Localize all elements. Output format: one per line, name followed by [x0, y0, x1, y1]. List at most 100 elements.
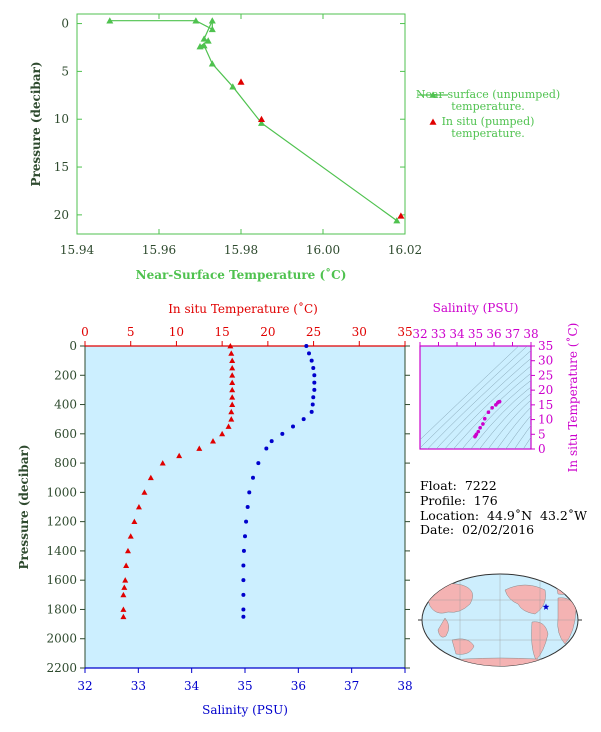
- south-america-shape: [531, 621, 549, 661]
- density-contour: [453, 372, 531, 449]
- salinity-point: [241, 592, 246, 597]
- unpumped-point: [229, 83, 237, 90]
- plot-background: [84, 345, 406, 669]
- ts-right-tick-label: 10: [538, 413, 553, 427]
- ts-top-tick-label: 37: [505, 327, 520, 341]
- legend-marker-pumped: [429, 118, 437, 125]
- y-tick-label: 1000: [46, 485, 77, 499]
- north-america-shape: [504, 584, 546, 615]
- salinity-point: [247, 490, 252, 495]
- salinity-point: [312, 387, 317, 392]
- y-tick-label: 1800: [46, 602, 77, 616]
- profile-chart: 0200400600800100012001400160018002000220…: [17, 301, 413, 717]
- salinity-point: [309, 409, 314, 414]
- series-unpumped-line: [109, 20, 398, 222]
- temperature-point: [225, 423, 232, 429]
- salinity-point: [309, 358, 314, 363]
- salinity-point: [241, 563, 246, 568]
- temperature-point: [229, 372, 236, 378]
- x-tick-label: 15.94: [60, 243, 95, 257]
- density-contour: [444, 365, 531, 449]
- temperature-point: [123, 562, 130, 568]
- legend-label-pumped: In situ (pumped): [442, 115, 535, 128]
- europe-shape: [555, 581, 578, 595]
- temperature-point: [227, 343, 234, 349]
- temperature-point: [124, 547, 131, 554]
- top-axis-label: In situ Temperature (˚C): [168, 301, 318, 316]
- top-tick-label: 20: [260, 325, 275, 339]
- y-tick-label: 10: [54, 112, 69, 126]
- ts-top-tick-label: 33: [431, 327, 446, 341]
- temperature-point: [159, 460, 166, 466]
- x-tick-label: 15.96: [142, 243, 176, 257]
- ts-right-tick-label: 20: [538, 383, 553, 397]
- density-contour: [496, 406, 531, 449]
- legend-label-unpumped: Near-surface (unpumped): [416, 88, 560, 101]
- temperature-point: [228, 350, 235, 356]
- top-tick-label: 5: [127, 325, 135, 339]
- profile-number: Profile: 176: [420, 493, 498, 508]
- temperature-point: [121, 584, 128, 590]
- unpumped-point: [393, 217, 401, 224]
- temperature-point: [229, 401, 236, 407]
- unpumped-point: [200, 42, 208, 49]
- temperature-point: [229, 357, 236, 364]
- pumped-point: [237, 78, 245, 85]
- density-contour: [470, 386, 531, 449]
- unpumped-point: [258, 119, 265, 126]
- top-tick-label: 30: [352, 325, 367, 339]
- density-contour: [479, 393, 531, 449]
- y-tick-label: 20: [54, 208, 69, 222]
- temperature-point: [131, 518, 138, 525]
- temperature-point: [229, 386, 236, 393]
- temperature-point: [120, 591, 127, 598]
- salinity-point: [243, 534, 247, 539]
- temperature-point: [229, 364, 236, 371]
- ts-point: [476, 429, 481, 434]
- legend-marker-unpumped: [429, 91, 437, 98]
- australia-shape: [451, 638, 475, 655]
- salinity-point: [312, 380, 317, 385]
- salinity-point: [241, 548, 246, 553]
- bottom-tick-label: 36: [291, 679, 306, 693]
- y-tick-label: 1400: [46, 544, 77, 558]
- africa-shape: [557, 597, 577, 645]
- salinity-point: [256, 461, 261, 466]
- salinity-point: [291, 424, 295, 429]
- bottom-axis-label: Salinity (PSU): [202, 703, 288, 717]
- bottom-tick-label: 34: [184, 679, 200, 693]
- salinity-point: [280, 431, 285, 436]
- unpumped-point: [204, 37, 212, 44]
- salinity-point: [310, 402, 315, 407]
- density-contour: [427, 350, 531, 449]
- x-axis-label: Near-Surface Temperature (˚C): [136, 267, 347, 282]
- unpumped-point: [208, 60, 216, 67]
- salinity-point: [269, 439, 274, 444]
- ts-top-axis-label: Salinity (PSU): [433, 301, 519, 315]
- y-tick-label: 1600: [46, 573, 77, 587]
- temperature-point: [141, 489, 148, 495]
- ts-point: [497, 399, 502, 404]
- ts-point: [490, 406, 494, 410]
- temperature-point: [229, 379, 236, 385]
- salinity-point: [304, 344, 309, 348]
- density-contour: [461, 380, 531, 449]
- ts-right-tick-label: 35: [538, 339, 553, 353]
- y-tick-label: 200: [54, 368, 77, 382]
- unpumped-point: [192, 17, 200, 24]
- ts-right-tick-label: 0: [538, 442, 546, 456]
- y-tick-label: 5: [61, 64, 69, 78]
- density-contour: [420, 346, 520, 441]
- ts-point: [482, 416, 487, 421]
- ts-top-tick-label: 36: [486, 327, 501, 341]
- temperature-point: [120, 606, 127, 612]
- salinity-point: [307, 351, 311, 356]
- pumped-point: [258, 115, 265, 123]
- ts-top-tick-label: 35: [468, 327, 483, 341]
- star-icon: [542, 603, 550, 610]
- ts-right-tick-label: 30: [538, 354, 553, 368]
- temperature-point: [219, 430, 226, 437]
- x-tick-label: 16.02: [388, 243, 422, 257]
